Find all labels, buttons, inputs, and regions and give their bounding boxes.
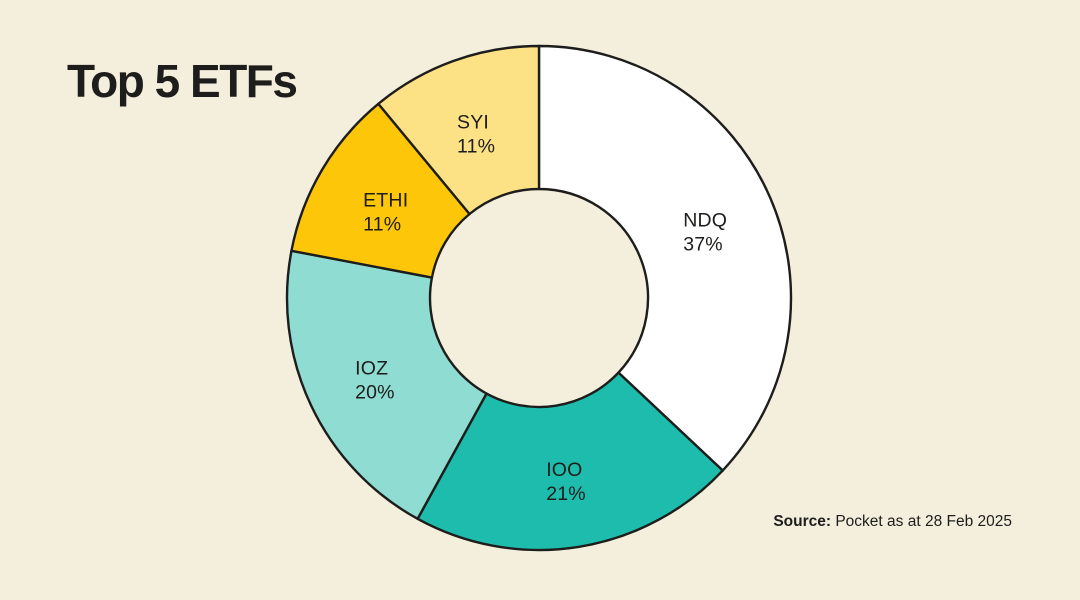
slice-label-ethi: ETHI 11% [363,189,408,235]
page-title: Top 5 ETFs [67,55,298,107]
slice-label-ioo: IOO 21% [546,459,586,505]
donut-slice-ioz [285,249,488,521]
slice-label-ioz: IOZ 20% [355,358,395,404]
slice-label-syi: SYI 11% [457,112,495,158]
donut-slice-ioo [416,371,724,552]
source-label: Source: [773,513,832,530]
source-text: Pocket as at 28 Feb 2025 [835,513,1012,530]
donut-slice-ndq [537,44,793,472]
donut-slice-ethi [290,102,471,279]
donut-slice-syi [377,44,541,216]
slice-label-ndq: NDQ 37% [683,210,727,256]
source-note: Source: Pocket as at 28 Feb 2025 [773,513,1012,532]
